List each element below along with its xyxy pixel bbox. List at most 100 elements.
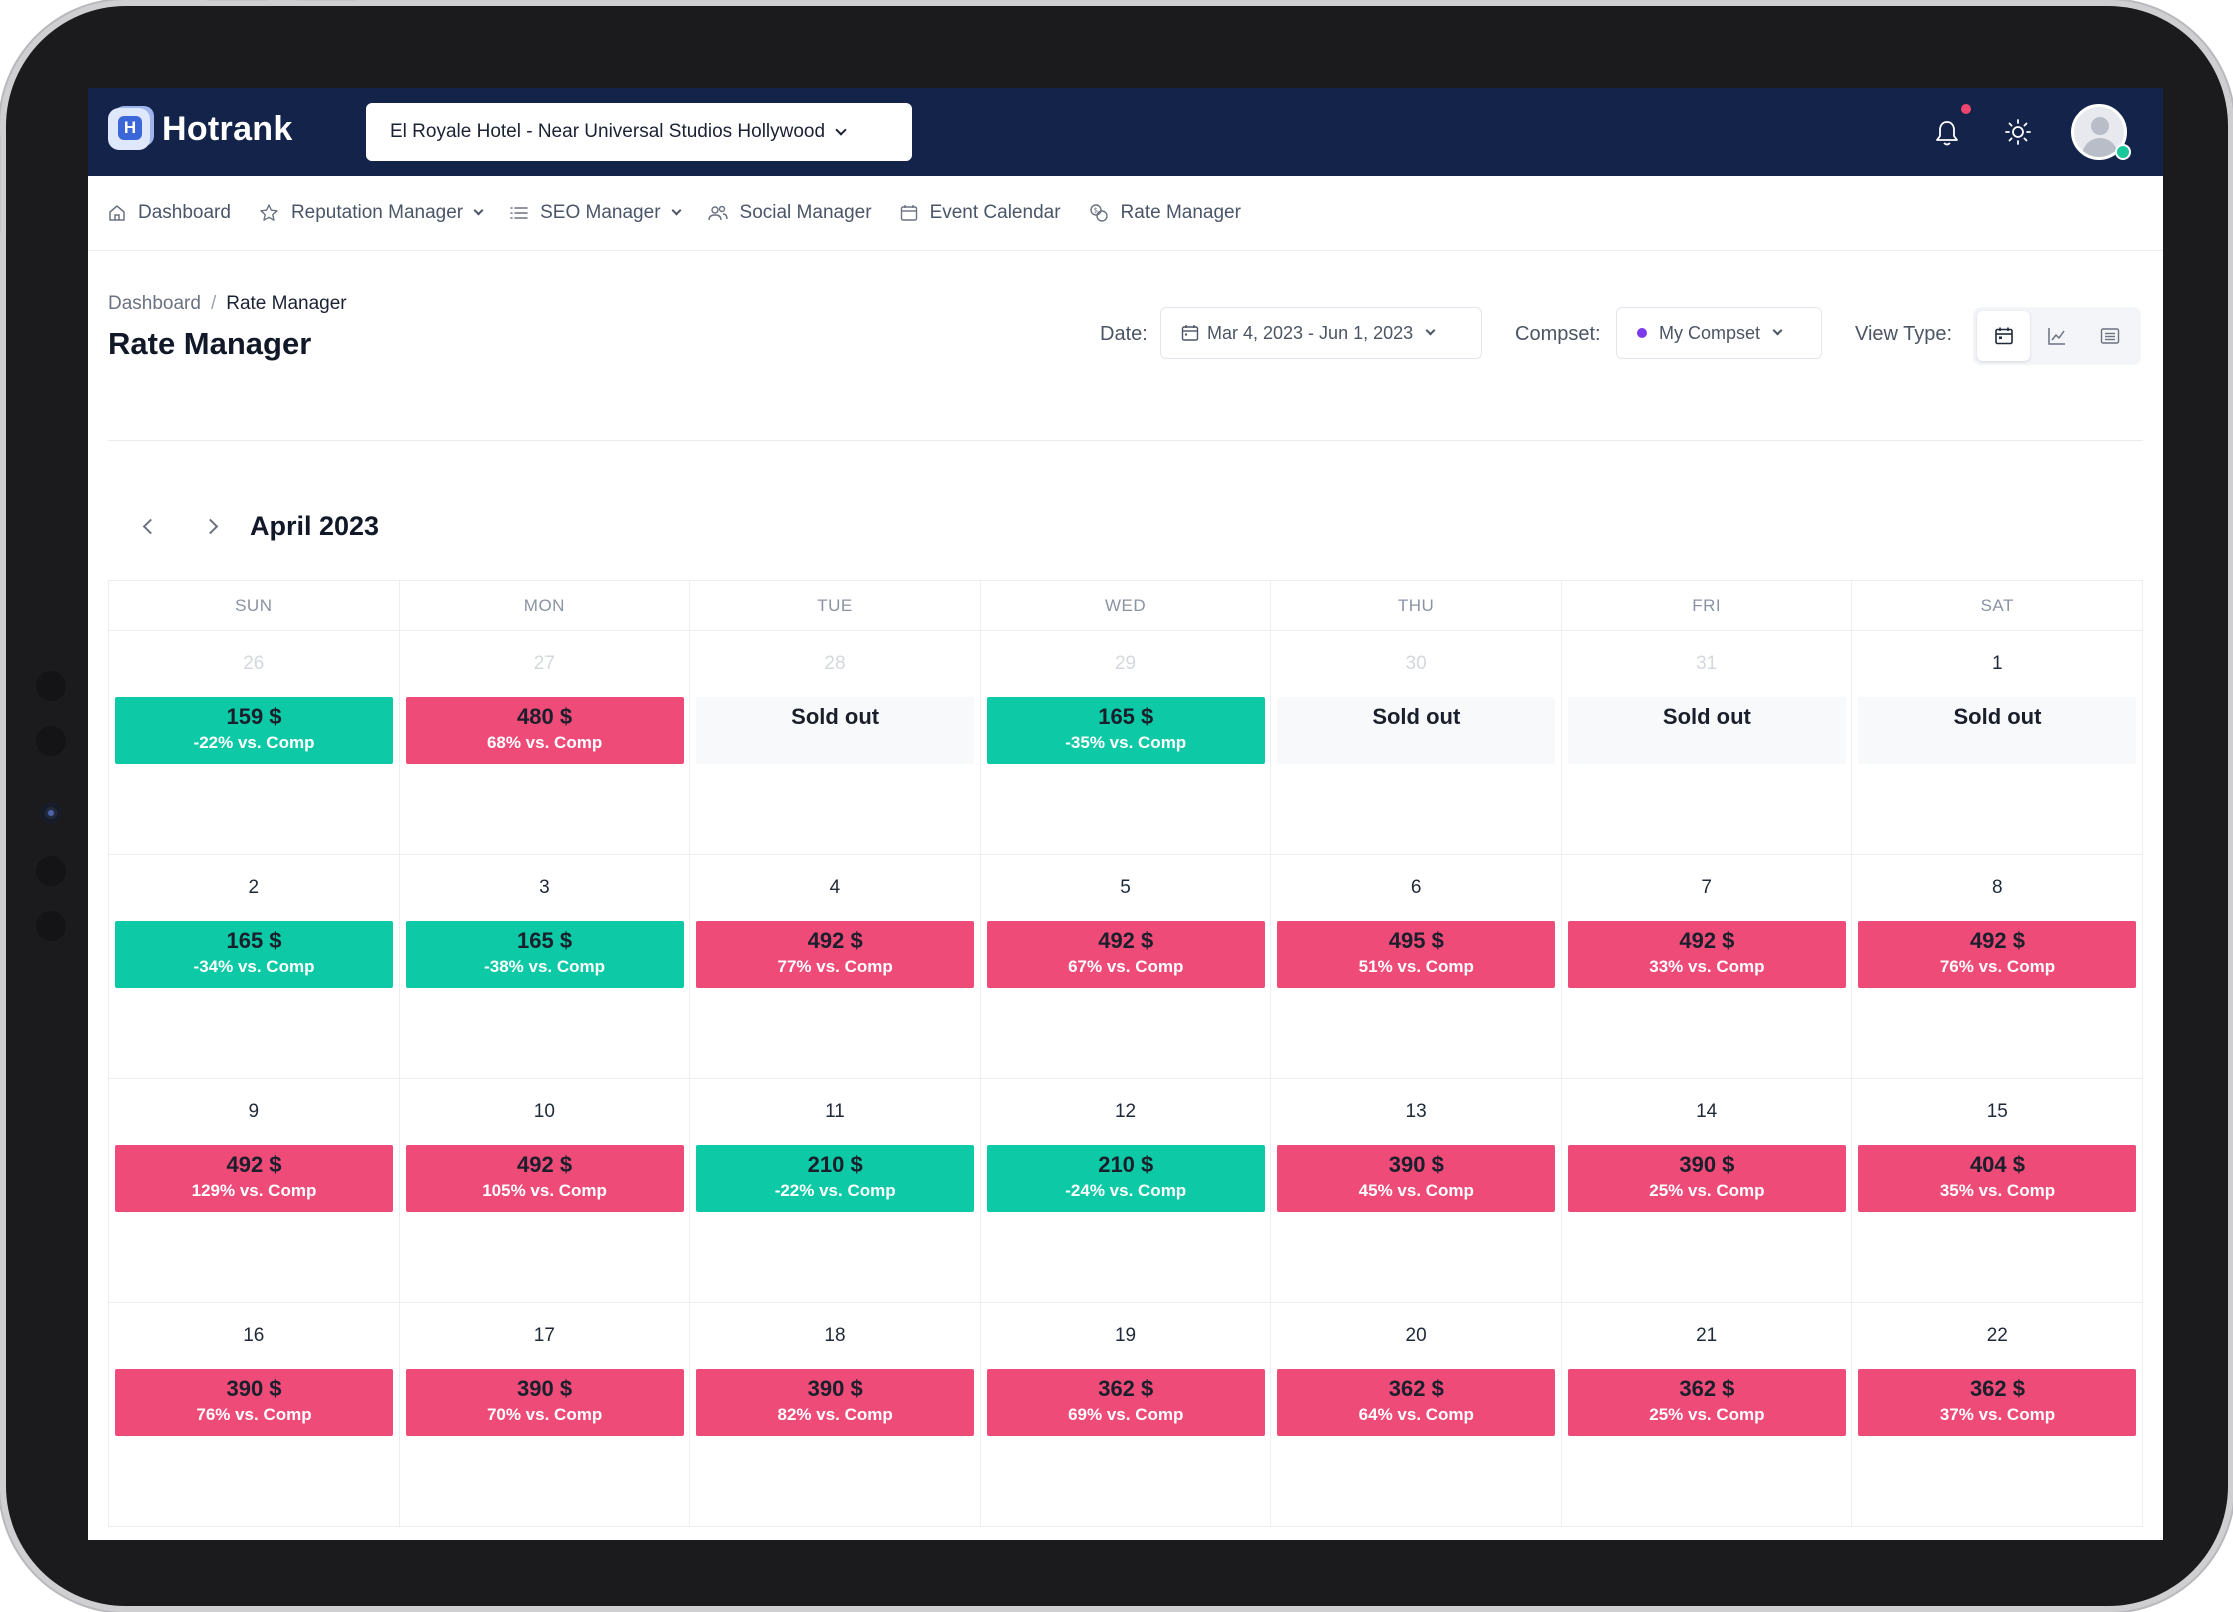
rate-card[interactable]: 165 $ -34% vs. Comp xyxy=(115,921,393,988)
rate-card[interactable]: 210 $ -22% vs. Comp xyxy=(696,1145,975,1212)
calendar-day[interactable]: 6 495 $ 51% vs. Comp xyxy=(1271,855,1562,1079)
previous-month-button[interactable] xyxy=(128,506,168,546)
sold-out-badge[interactable]: Sold out xyxy=(696,697,975,764)
calendar-day[interactable]: 21 362 $ 25% vs. Comp xyxy=(1561,1303,1853,1527)
view-calendar-button[interactable] xyxy=(1977,311,2031,361)
rate-vs-comp: 67% vs. Comp xyxy=(1068,957,1184,976)
rate-card[interactable]: 165 $ -38% vs. Comp xyxy=(405,921,684,988)
rate-card[interactable]: 480 $ 68% vs. Comp xyxy=(405,697,684,764)
compset-selector[interactable]: My Compset xyxy=(1616,307,1822,359)
calendar-day[interactable]: 22 362 $ 37% vs. Comp xyxy=(1852,1303,2144,1527)
next-month-button[interactable] xyxy=(192,506,232,546)
calendar-day[interactable]: 30 Sold out xyxy=(1271,631,1562,855)
calendar-day[interactable]: 17 390 $ 70% vs. Comp xyxy=(399,1303,691,1527)
calendar-day[interactable]: 26 159 $ -22% vs. Comp xyxy=(109,631,400,855)
day-number: 12 xyxy=(1114,1101,1137,1122)
day-number: 20 xyxy=(1405,1325,1427,1346)
calendar-day[interactable]: 3 165 $ -38% vs. Comp xyxy=(399,855,691,1079)
menu-label: Social Manager xyxy=(739,202,872,223)
day-number: 22 xyxy=(1986,1325,2008,1346)
bell-icon[interactable] xyxy=(1934,118,1960,148)
breadcrumb-separator: / xyxy=(210,293,217,314)
calendar-week: 26 159 $ -22% vs. Comp 27 480 $68% vs. Comp 2… xyxy=(109,631,2144,855)
rate-card[interactable]: 390 $ 25% vs. Comp xyxy=(1567,1145,1846,1212)
calendar-day[interactable]: 12 210 $ -24% vs. Comp xyxy=(980,1079,1272,1303)
rate-card[interactable]: 404 $ 35% vs. Comp xyxy=(1858,1145,2137,1212)
rate-card[interactable]: 362 $ 64% vs. Comp xyxy=(1277,1369,1556,1436)
star-icon xyxy=(260,204,278,221)
hotel-selector[interactable]: El Royale Hotel - Near Universal Studios… xyxy=(366,103,912,161)
calendar-day[interactable]: 18 390 $ 82% vs. Comp xyxy=(690,1303,981,1527)
rate-card[interactable]: 390 $ 76% vs. Comp xyxy=(115,1369,393,1436)
menu-item-seo-manager[interactable]: SEO Manager xyxy=(510,202,681,224)
calendar-day[interactable]: 4 492 $ 77% vs. Comp xyxy=(690,855,981,1079)
rate-card[interactable]: 492 $ 77% vs. Comp xyxy=(696,921,975,988)
rate-card[interactable]: 390 $ 45% vs. Comp xyxy=(1277,1145,1556,1212)
month-navigation xyxy=(128,506,232,546)
user-avatar[interactable] xyxy=(2071,104,2127,160)
calendar-day[interactable]: 16 390 $ 76% vs. Comp xyxy=(109,1303,400,1527)
calendar-day[interactable]: 10 492 $ 105% vs. Comp xyxy=(399,1079,691,1303)
rate-card[interactable]: 159 $ -22% vs. Comp xyxy=(115,697,393,764)
calendar-day[interactable]: 8 492 $ 76% vs. Comp xyxy=(1852,855,2144,1079)
day-number: 27 xyxy=(533,653,555,674)
calendar-day[interactable]: 27 480 $ 68% vs. Comp xyxy=(399,631,691,855)
calendar-day[interactable]: 11 210 $ -22% vs. Comp xyxy=(690,1079,981,1303)
sold-out-badge[interactable]: Sold out xyxy=(1858,697,2137,764)
calendar-day[interactable]: 2 165 $ -34% vs. Comp xyxy=(109,855,400,1079)
rate-card[interactable]: 492 $ 76% vs. Comp xyxy=(1858,921,2137,988)
menu-item-event-calendar[interactable]: Event Calendar xyxy=(900,202,1061,224)
rate-card[interactable]: 390 $ 82% vs. Comp xyxy=(696,1369,975,1436)
day-number: 2 xyxy=(248,877,260,898)
breadcrumb-link-dashboard[interactable]: Dashboard xyxy=(108,293,201,314)
menu-item-social-manager[interactable]: Social Manager xyxy=(707,202,872,224)
calendar-day[interactable]: 28 Sold out xyxy=(690,631,981,855)
rate-card[interactable]: 362 $ 69% vs. Comp xyxy=(986,1369,1265,1436)
menu-item-dashboard[interactable]: Dashboard xyxy=(108,202,231,224)
app-logo[interactable]: H Hotrank xyxy=(108,108,293,150)
sold-out-badge[interactable]: Sold out xyxy=(1277,697,1556,764)
rate-card[interactable]: 492 $ 67% vs. Comp xyxy=(986,921,1265,988)
calendar-icon xyxy=(900,205,917,221)
sold-out-badge[interactable]: Sold out xyxy=(1567,697,1846,764)
calendar-day[interactable]: 1 Sold out xyxy=(1852,631,2144,855)
calendar-day[interactable]: 29 165 $ -35% vs. Comp xyxy=(980,631,1272,855)
rate-price: 404 $ xyxy=(1969,1152,2025,1177)
rate-card[interactable]: 390 $ 70% vs. Comp xyxy=(405,1369,684,1436)
rate-card[interactable]: 362 $ 25% vs. Comp xyxy=(1567,1369,1846,1436)
rate-card[interactable]: 495 $ 51% vs. Comp xyxy=(1277,921,1556,988)
calendar-day[interactable]: 19 362 $ 69% vs. Comp xyxy=(980,1303,1272,1527)
menu-label: Reputation Manager xyxy=(290,202,464,223)
view-chart-button[interactable] xyxy=(2030,311,2083,361)
date-range-picker[interactable]: Mar 4, 2023 - Jun 1, 2023 xyxy=(1160,307,1482,359)
menu-item-reputation-manager[interactable]: Reputation Manager xyxy=(259,202,484,224)
rate-card[interactable]: 165 $ -35% vs. Comp xyxy=(986,697,1265,764)
rate-vs-comp: -38% vs. Comp xyxy=(484,957,606,976)
rate-card[interactable]: 492 $ 105% vs. Comp xyxy=(405,1145,684,1212)
rate-vs-comp: 68% vs. Comp xyxy=(486,733,603,752)
rate-price: 362 $ xyxy=(1679,1376,1735,1401)
rate-price: 165 $ xyxy=(517,928,573,953)
sold-out-label: Sold out xyxy=(1372,704,1461,729)
calendar-day[interactable]: 13 390 $ 45% vs. Comp xyxy=(1271,1079,1562,1303)
chevron-down-icon xyxy=(671,205,681,216)
calendar-day[interactable]: 15 404 $ 35% vs. Comp xyxy=(1852,1079,2144,1303)
calendar-day[interactable]: 31 Sold out xyxy=(1561,631,1853,855)
rate-card[interactable]: 210 $ -24% vs. Comp xyxy=(986,1145,1265,1212)
view-table-button[interactable] xyxy=(2084,311,2137,361)
calendar-day[interactable]: 20 362 $ 64% vs. Comp xyxy=(1271,1303,1562,1527)
weekday-label: WED xyxy=(980,581,1272,631)
day-number: 21 xyxy=(1696,1325,1718,1346)
calendar-day[interactable]: 7 492 $ 33% vs. Comp xyxy=(1561,855,1853,1079)
calendar-day[interactable]: 9 492 $ 129% vs. Comp xyxy=(109,1079,400,1303)
day-number: 28 xyxy=(824,653,846,674)
calendar-day[interactable]: 5 492 $ 67% vs. Comp xyxy=(980,855,1272,1079)
sun-icon[interactable] xyxy=(2004,118,2032,146)
rate-price: 390 $ xyxy=(517,1376,573,1401)
rate-card[interactable]: 492 $ 129% vs. Comp xyxy=(115,1145,393,1212)
rate-card[interactable]: 362 $ 37% vs. Comp xyxy=(1858,1369,2137,1436)
menu-item-rate-manager[interactable]: $ Rate Manager xyxy=(1089,202,1241,224)
weekday-label: FRI xyxy=(1561,581,1853,631)
rate-card[interactable]: 492 $ 33% vs. Comp xyxy=(1567,921,1846,988)
calendar-day[interactable]: 14 390 $ 25% vs. Comp xyxy=(1561,1079,1853,1303)
